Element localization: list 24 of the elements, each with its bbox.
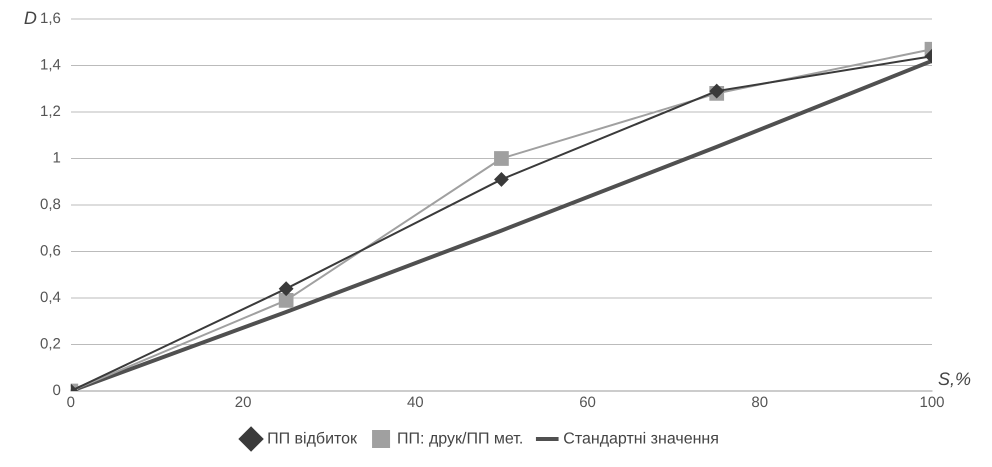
y-axis-title: D (24, 8, 37, 28)
y-tick-label: 0,4 (40, 289, 61, 306)
point (278, 292, 294, 308)
point (494, 172, 508, 186)
y-tick-label: 1,6 (40, 10, 61, 28)
legend-label: ПП: друк/ПП мет. (397, 430, 524, 448)
y-tick-label: 0,6 (40, 242, 61, 260)
y-tick-label: 1 (52, 150, 61, 167)
y-tick-label: 0,2 (40, 336, 61, 353)
x-tick-label: 20 (234, 394, 252, 412)
point (279, 282, 294, 296)
legend-label: ПП відбиток (267, 430, 358, 448)
x-tick-label: 100 (919, 394, 945, 412)
y-tick-label: 0,8 (40, 196, 61, 214)
y-tick-label: 0 (52, 382, 61, 400)
x-tick-label: 0 (66, 394, 76, 412)
x-axis-title: S,% (938, 369, 972, 389)
x-tick-label: 60 (579, 394, 596, 412)
x-tick-label: 40 (406, 394, 424, 412)
y-tick-label: 1,4 (40, 56, 61, 74)
x-tick-label: 80 (751, 394, 768, 412)
y-tick-label: 1,2 (40, 103, 61, 120)
point (494, 151, 509, 166)
legend-label: Стандартні значення (563, 430, 719, 448)
